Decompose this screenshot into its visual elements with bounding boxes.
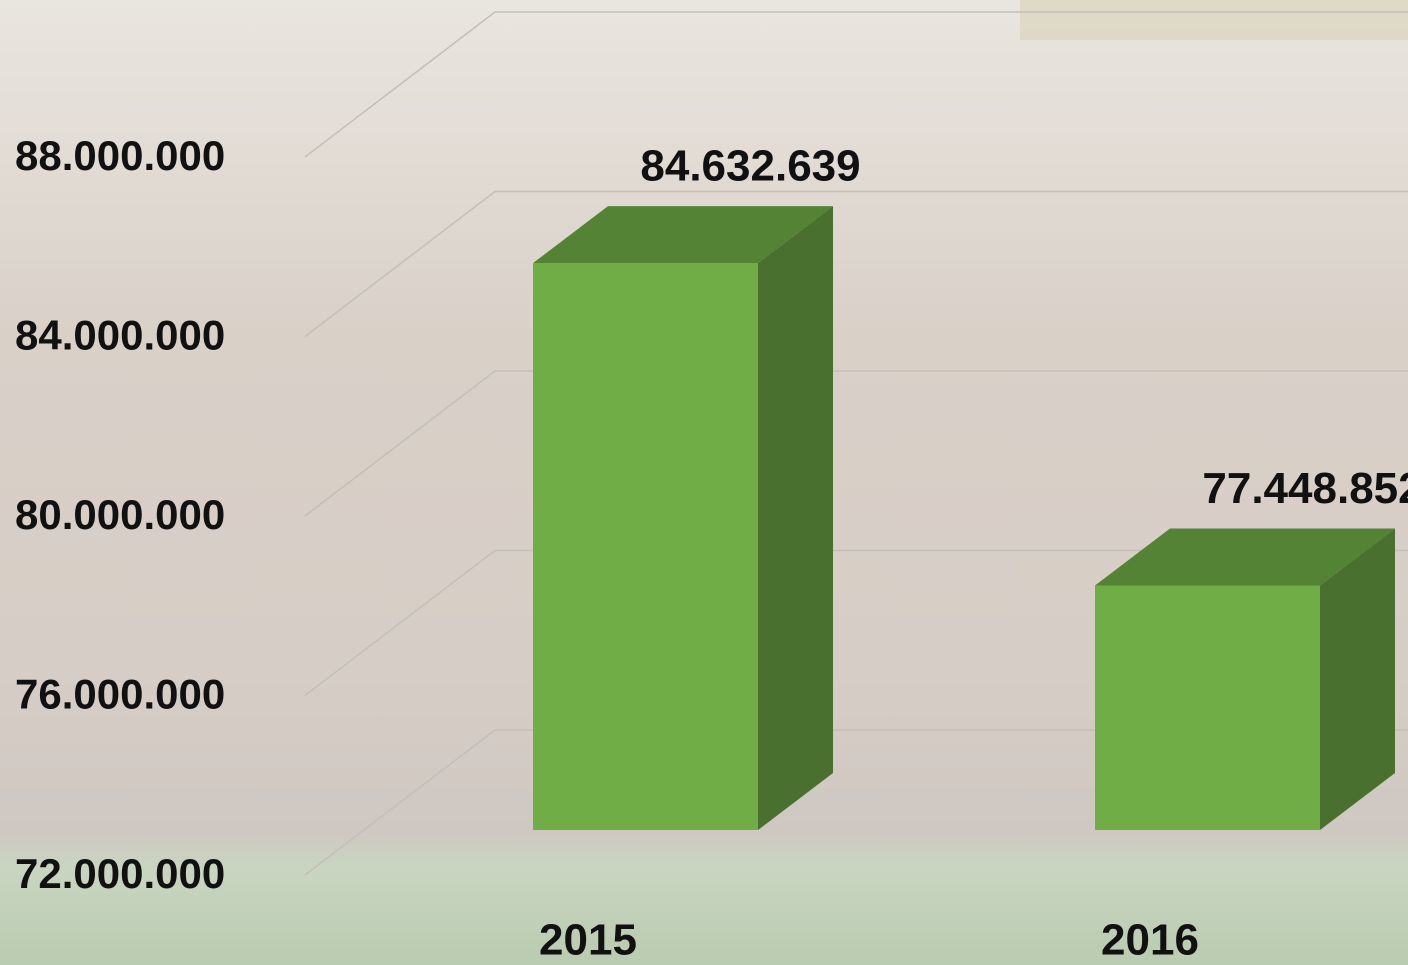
value-label: 77.448.852 [1202,464,1408,513]
bar-front [533,263,758,830]
y-tick-label: 72.000.000 [15,850,225,897]
background-detail [1020,0,1408,40]
x-tick-label: 2015 [539,916,637,965]
y-tick-label: 84.000.000 [15,312,225,359]
y-tick-label: 88.000.000 [15,132,225,179]
y-tick-label: 80.000.000 [15,491,225,538]
value-label: 84.632.639 [640,142,860,191]
chart: 72.000.000 76.000.000 80.000.000 84.000.000… [0,0,1408,965]
x-tick-label: 2016 [1101,916,1199,965]
bar-side [758,206,833,830]
y-tick-label: 76.000.000 [15,671,225,718]
bar-front [1095,585,1320,830]
